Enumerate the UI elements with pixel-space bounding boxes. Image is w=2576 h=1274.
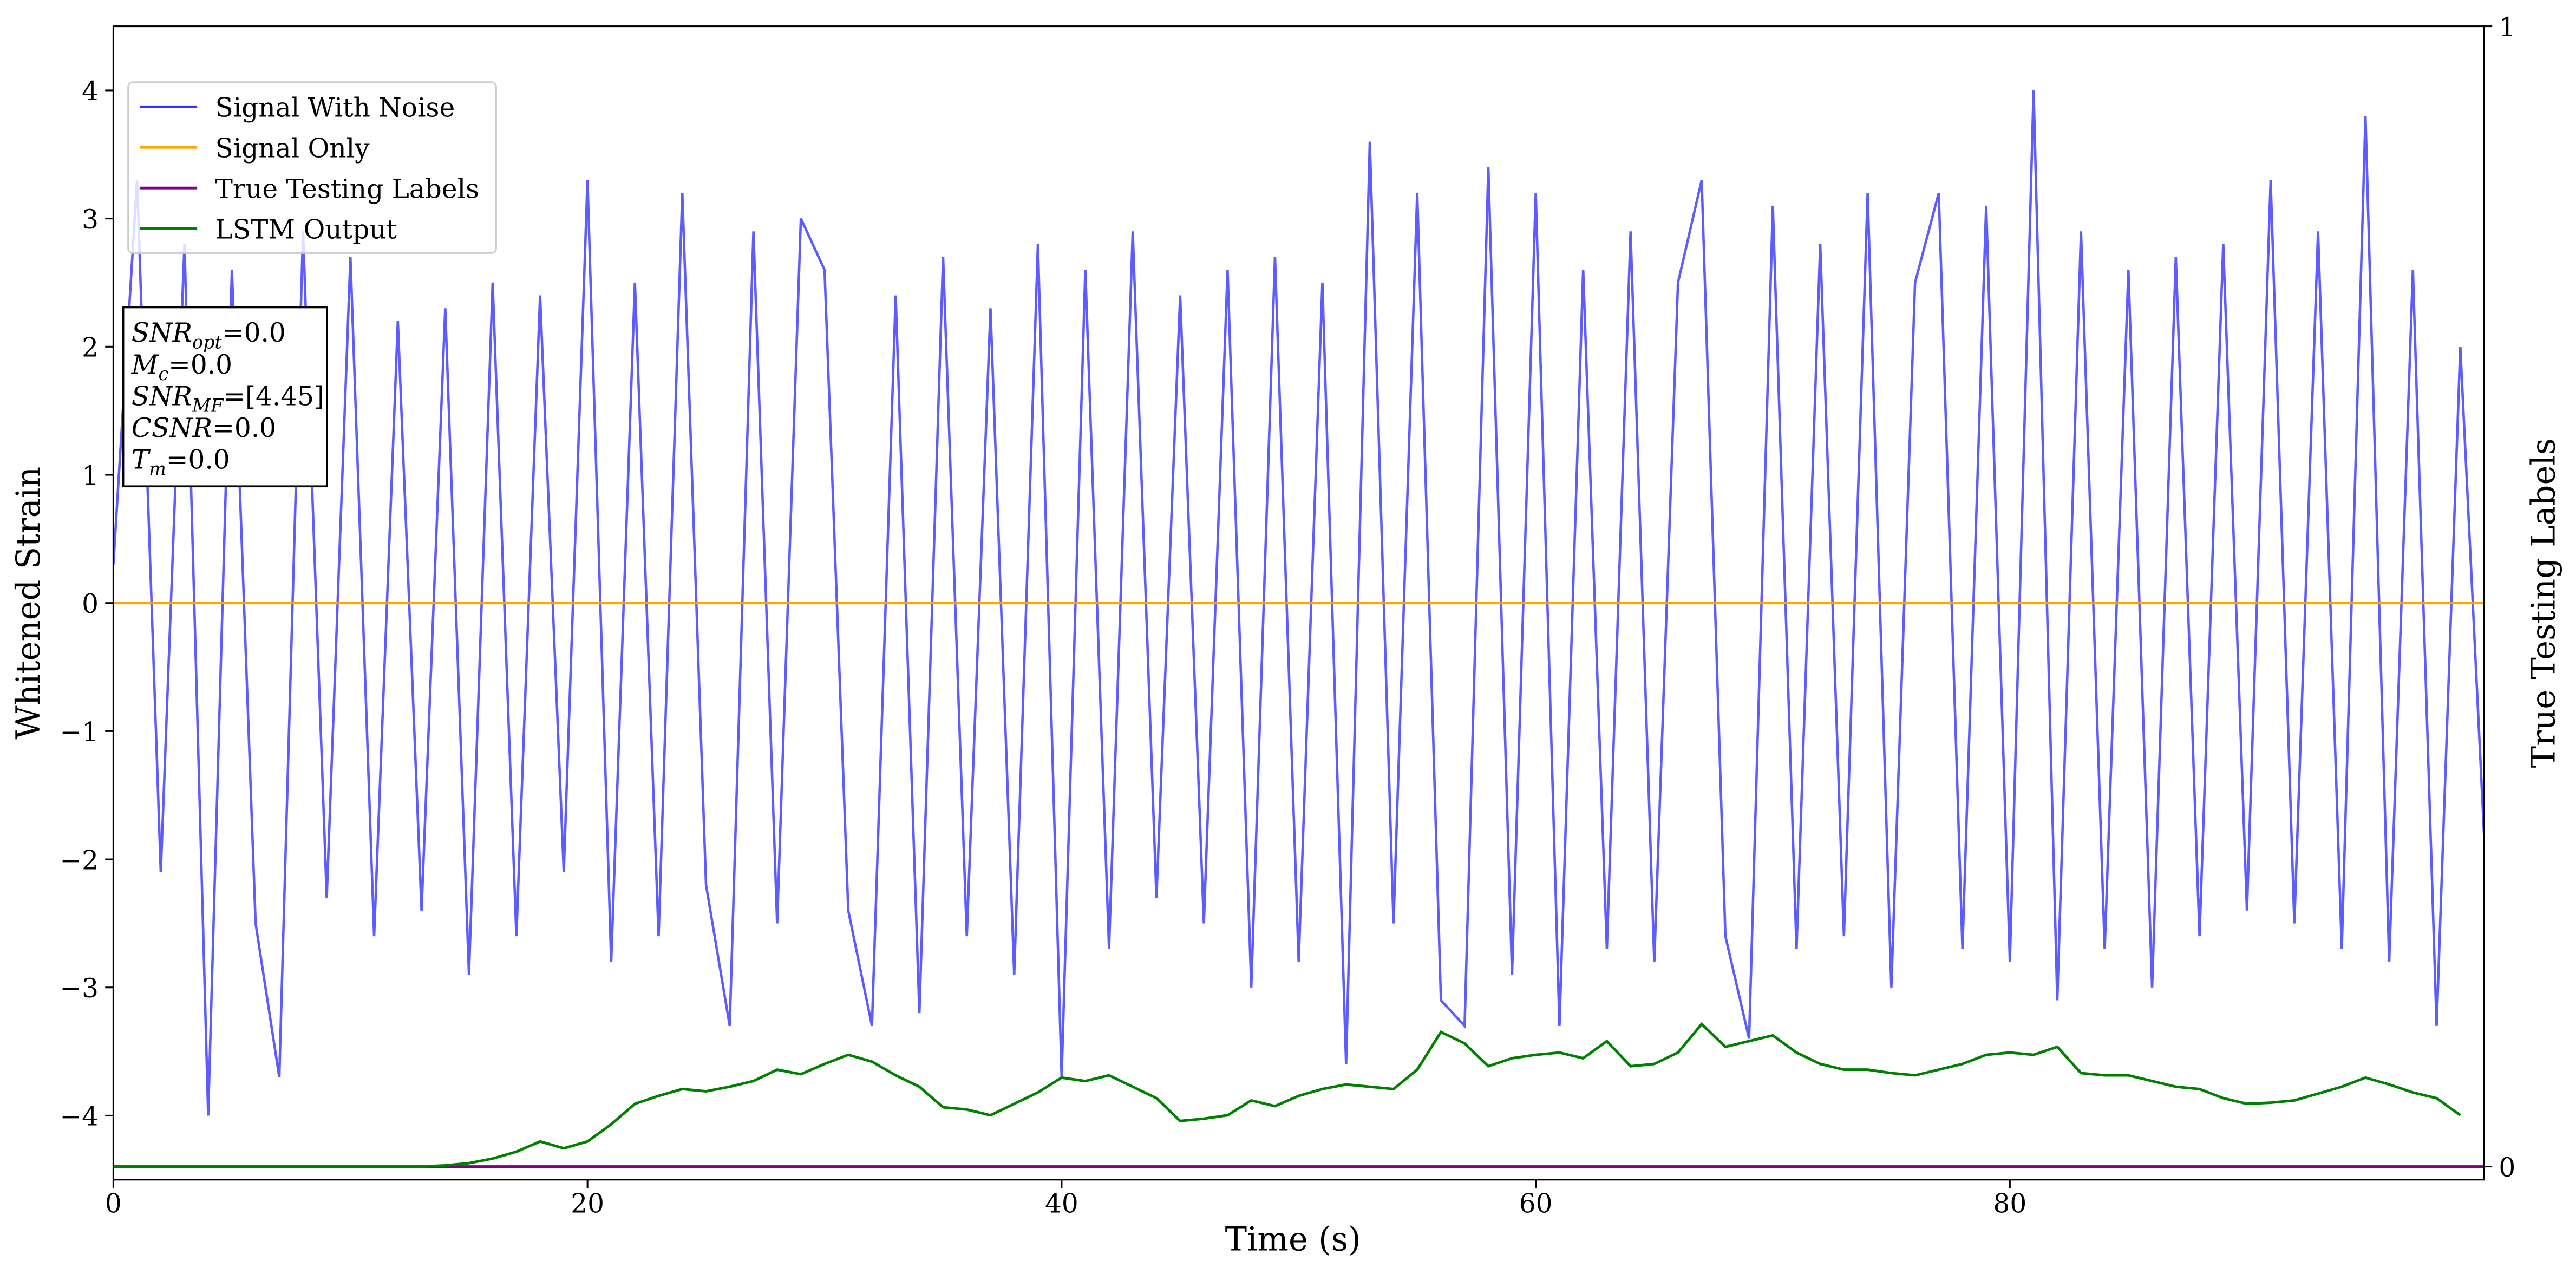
annotation-subscript: c xyxy=(158,363,168,384)
y-tick-label: −4 xyxy=(60,1102,99,1132)
plot-area xyxy=(113,90,2485,1168)
annotation-symbol: CSNR xyxy=(132,413,212,443)
annotation-text: =0.0 xyxy=(222,318,286,348)
y-tick-label: 4 xyxy=(82,76,99,107)
annotation-symbol: SNR xyxy=(132,318,192,348)
annotation: CSNR=0.0 xyxy=(132,413,276,443)
legend-label: Signal Only xyxy=(215,133,370,164)
legend-label: Signal With Noise xyxy=(215,93,455,123)
line-series xyxy=(113,1022,2461,1168)
annotation-box xyxy=(122,306,328,488)
annotation-symbol: T xyxy=(132,445,151,475)
annotation: Mc=0.0 xyxy=(131,350,232,384)
y-tick-label: −2 xyxy=(60,845,99,876)
legend-label: LSTM Output xyxy=(215,214,397,245)
y-axis-label: Whitened Strain xyxy=(10,467,48,740)
annotation-symbol: M xyxy=(131,350,159,380)
y-tick-label: −3 xyxy=(60,974,99,1004)
y-tick-label: 0 xyxy=(82,589,99,619)
y-tick-label: 1 xyxy=(82,461,99,491)
annotation-text: =0.0 xyxy=(212,413,276,443)
annotation-subscript: m xyxy=(149,459,166,480)
annotation: SNRopt=0.0 xyxy=(132,318,286,352)
line-series xyxy=(113,90,2485,1116)
y2-tick-label: 0 xyxy=(2499,1153,2515,1183)
legend-box xyxy=(127,81,497,254)
annotation-subscript: opt xyxy=(192,331,222,352)
annotation-subscript: MF xyxy=(192,395,224,416)
legend-label: True Testing Labels xyxy=(215,174,480,204)
x-tick-label: 80 xyxy=(1993,1188,2026,1219)
annotation-symbol: SNR xyxy=(132,381,192,411)
legend: Signal With Noise Signal Only True Testing… xyxy=(127,81,497,254)
annotation-text: =0.0 xyxy=(168,350,232,380)
y-tick-label: 2 xyxy=(82,333,99,363)
x-tick-label: 20 xyxy=(571,1188,604,1219)
x-tick-label: 40 xyxy=(1045,1188,1078,1219)
x-axis-label: Time (s) xyxy=(1225,1220,1361,1258)
x-tick-label: 60 xyxy=(1519,1188,1553,1219)
y2-tick-label: 1 xyxy=(2499,12,2515,43)
y-tick-label: 3 xyxy=(82,205,99,235)
plot-frame xyxy=(112,25,2485,1181)
annotation: SNRMF=[4.45] xyxy=(132,381,324,416)
annotation-text: =[4.45] xyxy=(223,381,324,411)
x-tick-label: 0 xyxy=(105,1188,122,1219)
annotation-text: =0.0 xyxy=(166,445,230,475)
y2-axis-label: True Testing Labels xyxy=(2525,438,2563,768)
y-tick-label: −1 xyxy=(60,717,99,748)
annotation: Tm=0.0 xyxy=(132,445,230,479)
